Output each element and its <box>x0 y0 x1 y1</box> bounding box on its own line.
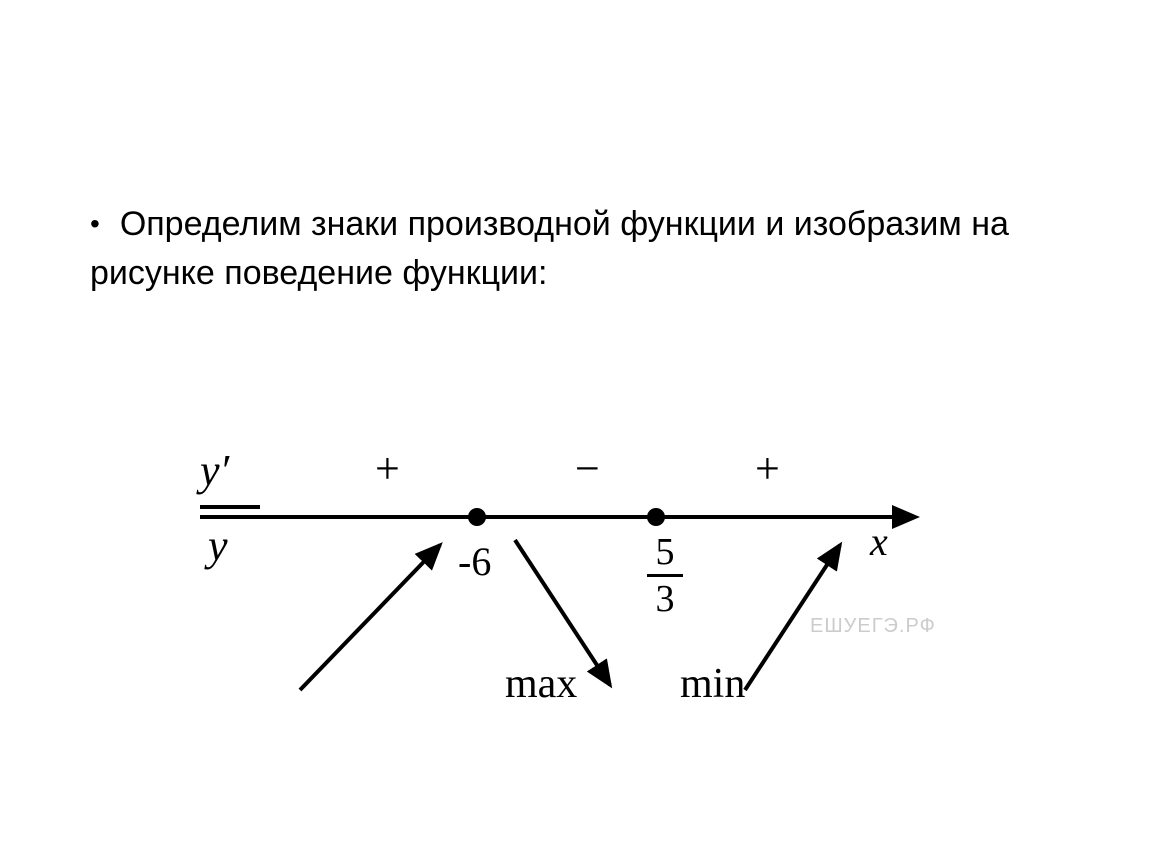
fraction-numerator: 5 <box>647 533 683 571</box>
bullet-marker: • <box>90 204 100 245</box>
y-prime-label: y′ <box>200 445 229 496</box>
bullet-text-block: •Определим знаки производной функции и и… <box>90 200 1040 299</box>
number-line <box>200 505 920 529</box>
x-axis-label: x <box>870 518 888 565</box>
number-line-axis <box>200 515 900 519</box>
arrow-increasing-1 <box>300 545 440 690</box>
critical-value-1: -6 <box>458 538 491 585</box>
critical-value-2-fraction: 5 3 <box>647 533 683 618</box>
critical-point-2 <box>647 508 665 526</box>
sign-interval-2: − <box>575 443 600 494</box>
bullet-content: Определим знаки производной функции и из… <box>90 205 1009 292</box>
sign-interval-1: + <box>375 443 400 494</box>
fraction-denominator: 3 <box>647 580 683 618</box>
sign-interval-3: + <box>755 443 780 494</box>
sign-chart-diagram: y′ y + − + x -6 5 3 max min ЕШУЕГЭ.РФ <box>200 440 950 720</box>
critical-point-1 <box>468 508 486 526</box>
watermark-text: ЕШУЕГЭ.РФ <box>810 615 936 638</box>
min-label: min <box>680 660 745 708</box>
max-label: max <box>505 660 577 708</box>
fraction-bar <box>647 574 683 577</box>
axis-arrowhead <box>892 505 920 529</box>
